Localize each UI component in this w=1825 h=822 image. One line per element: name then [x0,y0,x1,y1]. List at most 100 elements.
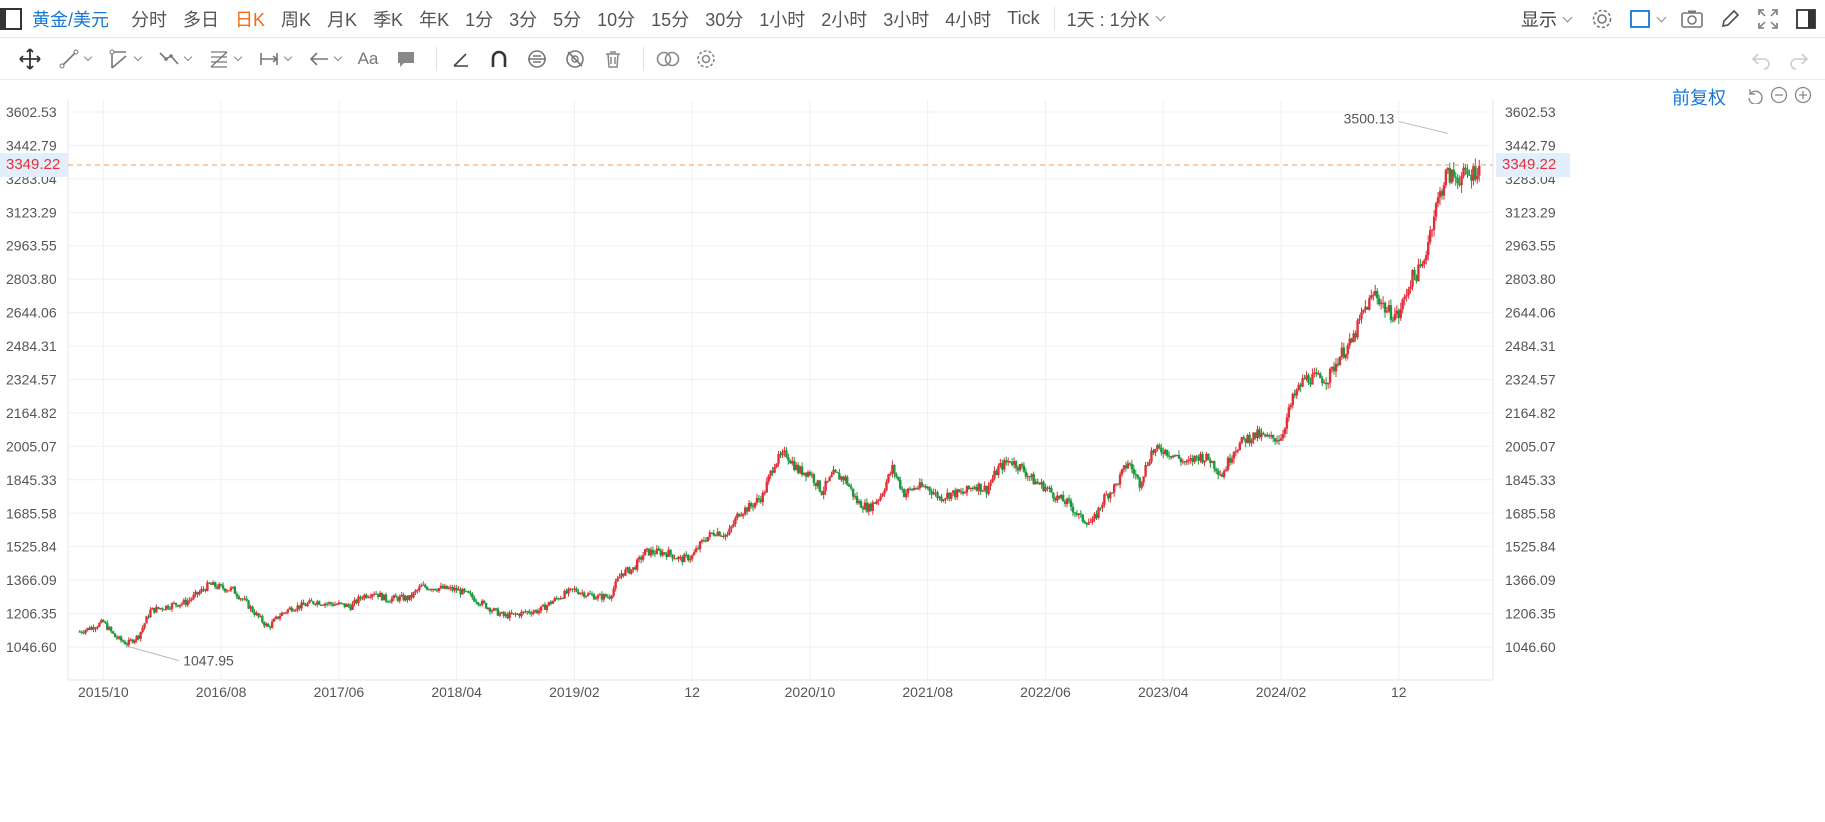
candle-body [100,619,103,623]
y-tick-label: 2803.80 [1505,271,1556,287]
candle-body [323,603,327,606]
drawing-settings-icon[interactable] [690,43,722,75]
candle-body [192,594,195,599]
candle-body [1162,452,1165,454]
zoom-out-icon[interactable] [1770,86,1788,104]
candle-body [793,460,796,470]
candle-body [1169,456,1173,458]
period-tab[interactable]: 周K [281,9,312,30]
candle-body [1228,457,1232,463]
candle-body [526,611,529,613]
candle-body [1428,230,1432,243]
candle-body [1038,483,1041,485]
pen-icon[interactable] [1711,4,1749,34]
fullscreen-icon[interactable] [1749,4,1787,34]
measure-tool[interactable] [252,43,296,75]
settings-gear-icon[interactable] [1583,4,1621,34]
period-tab[interactable]: 10分 [597,9,636,30]
display-menu[interactable]: 显示 [1521,6,1573,32]
candle-body [763,492,766,494]
zoom-in-icon[interactable] [1794,86,1812,104]
text-icon[interactable]: Aa [357,48,379,68]
measure-icon [259,52,278,65]
candle-body [478,604,482,606]
candle-body [1413,270,1416,276]
undo-icon[interactable] [1745,43,1777,75]
candle-body [1148,461,1151,466]
layout-select[interactable] [1621,4,1673,34]
period-tab[interactable]: Tick [1007,8,1040,28]
y-tick-label: 1366.09 [6,572,57,588]
candle-body [1354,333,1357,338]
period-tab[interactable]: 3小时 [883,9,930,30]
candle-body [304,604,307,607]
line-tool[interactable] [52,43,96,75]
period-tab[interactable]: 多日 [183,9,220,30]
hide-drawings-icon[interactable] [559,43,591,75]
channel-tool[interactable] [102,43,146,75]
candle-body [445,585,449,590]
candle-body [1432,216,1436,230]
period-tab[interactable]: 年K [419,9,450,30]
candle-body [1240,437,1243,444]
move-icon[interactable] [14,43,46,75]
candle-body [231,586,235,588]
fib-tool[interactable] [202,43,246,75]
arrow-tool[interactable] [302,43,346,75]
candle-body [349,606,352,610]
candle-body [359,596,362,599]
period-tab[interactable]: 1小时 [759,9,806,30]
candle-body [551,601,555,604]
pattern-tool[interactable] [152,43,196,75]
fibonacci-icon [210,50,227,68]
candle-body [215,586,219,589]
multi-period-select[interactable]: 1天 : 1分K [1061,6,1170,32]
candle-body [255,612,258,615]
sidebar-toggle-icon[interactable] [0,7,22,30]
candle-body [977,483,980,491]
period-tab[interactable]: 4小时 [945,9,992,30]
magnet-icon[interactable] [483,43,515,75]
price-adjust-select[interactable]: 前复权 [1672,88,1726,108]
redo-icon[interactable] [1783,43,1815,75]
period-tab[interactable]: 日K [235,9,266,30]
undo-redo-group [1745,38,1821,80]
candle-body [1107,494,1110,499]
reset-icon[interactable] [1746,86,1764,104]
compare-icon[interactable] [652,43,684,75]
period-tab[interactable]: 分时 [131,9,168,30]
candle-body [159,608,162,610]
comment-icon[interactable] [390,43,422,75]
period-tab[interactable]: 季K [373,9,404,30]
candle-body [636,559,639,570]
candle-body [899,479,902,489]
camera-icon[interactable] [1673,4,1711,34]
lock-drawings-icon[interactable] [521,43,553,75]
candle-body [584,595,588,597]
candle-body [665,553,668,558]
period-tab[interactable]: 月K [327,9,358,30]
candle-body [920,482,924,487]
period-tab[interactable]: 1分 [465,9,494,30]
candle-body [441,585,445,589]
period-tab[interactable]: 30分 [705,9,744,30]
candle-body [1360,312,1363,319]
candle-body [1287,407,1291,418]
candle-body [496,608,500,616]
panel-toggle-icon[interactable] [1787,4,1825,34]
min-price-label: 1047.95 [183,653,234,669]
period-tab[interactable]: 2小时 [821,9,868,30]
candle-body [1195,455,1198,457]
candle-body [233,586,237,594]
period-tab[interactable]: 15分 [651,9,690,30]
period-tab[interactable]: 5分 [553,9,582,30]
angle-icon[interactable] [445,43,477,75]
symbol-name[interactable]: 黄金/美元 [32,9,110,30]
candle-body [133,640,136,643]
candle-body [963,492,967,494]
candle-body [1476,175,1479,180]
candle-body [355,599,358,604]
period-tab[interactable]: 3分 [509,9,538,30]
trash-icon[interactable] [597,43,629,75]
